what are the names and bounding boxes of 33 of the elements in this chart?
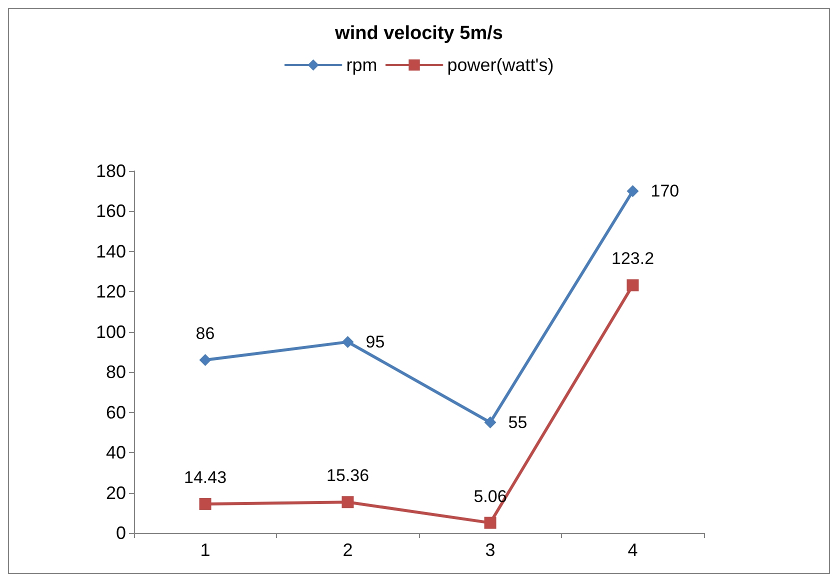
legend-label: power(watt's)	[447, 55, 554, 75]
point	[342, 336, 354, 348]
point	[626, 185, 639, 198]
x-tick-label: 2	[342, 540, 353, 560]
chart-title: wind velocity 5m/s	[334, 23, 503, 44]
data-label: 170	[650, 182, 680, 201]
data-label: 55	[508, 412, 528, 432]
x-tick-label: 1	[200, 540, 210, 560]
point	[199, 354, 212, 366]
point	[484, 516, 496, 529]
y-tick-label: 120	[96, 282, 126, 302]
x-tick-label: 4	[628, 540, 638, 560]
point	[342, 496, 354, 508]
point	[199, 498, 212, 510]
y-tick-label: 20	[106, 482, 126, 503]
x-tick-label: 3	[485, 540, 496, 560]
y-tick-label: 0	[116, 523, 126, 543]
point	[626, 279, 639, 292]
y-tick-label: 40	[106, 442, 126, 463]
legend-label: rpm	[346, 55, 378, 75]
data-label: 95	[366, 332, 385, 352]
data-label: 14.43	[184, 468, 227, 487]
data-label: 15.36	[326, 466, 370, 486]
data-label: 123.2	[611, 249, 654, 268]
y-tick-label: 80	[106, 362, 126, 382]
y-tick-label: 140	[96, 241, 126, 262]
y-tick-label: 180	[96, 161, 126, 181]
y-tick-label: 100	[96, 322, 126, 342]
data-label: 5.06	[474, 486, 507, 506]
y-tick-label: 160	[96, 201, 126, 222]
point	[484, 416, 496, 428]
data-label: 86	[196, 324, 215, 344]
y-tick-label: 60	[106, 402, 126, 422]
